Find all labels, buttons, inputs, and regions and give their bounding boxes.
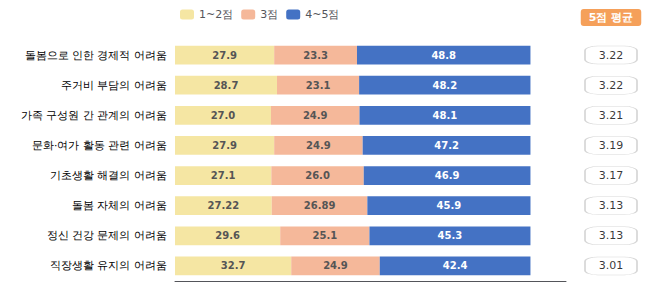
svg-text:48.2: 48.2: [432, 80, 457, 91]
svg-text:직장생활 유지의 어려움: 직장생활 유지의 어려움: [50, 259, 167, 272]
svg-text:29.6: 29.6: [215, 230, 240, 241]
svg-text:32.7: 32.7: [221, 260, 246, 271]
svg-text:24.9: 24.9: [306, 140, 331, 151]
svg-text:3.22: 3.22: [599, 49, 624, 62]
svg-text:28.7: 28.7: [214, 80, 239, 91]
svg-text:3.19: 3.19: [599, 139, 624, 152]
svg-text:27.9: 27.9: [212, 50, 237, 61]
svg-text:47.2: 47.2: [434, 140, 459, 151]
svg-text:주거비 부담의 어려움: 주거비 부담의 어려움: [61, 79, 167, 92]
svg-text:1~2점: 1~2점: [199, 8, 233, 21]
svg-text:27.9: 27.9: [212, 140, 237, 151]
svg-text:46.9: 46.9: [435, 170, 460, 181]
svg-text:3.22: 3.22: [599, 79, 624, 92]
svg-text:기초생활 해결의 어려움: 기초생활 해결의 어려움: [50, 169, 167, 182]
svg-text:24.9: 24.9: [323, 260, 348, 271]
svg-text:4~5점: 4~5점: [305, 8, 339, 21]
svg-text:5점 평균: 5점 평균: [589, 11, 633, 24]
svg-text:3.17: 3.17: [599, 169, 624, 182]
svg-text:정신 건강 문제의 어려움: 정신 건강 문제의 어려움: [47, 229, 168, 242]
svg-text:3.13: 3.13: [599, 229, 624, 242]
svg-text:돌봄으로 인한 경제적 어려움: 돌봄으로 인한 경제적 어려움: [25, 49, 168, 62]
svg-text:27.0: 27.0: [211, 110, 236, 121]
svg-text:26.89: 26.89: [304, 200, 336, 211]
svg-text:42.4: 42.4: [443, 260, 468, 271]
svg-text:문화·여가 활동 관련 어려움: 문화·여가 활동 관련 어려움: [32, 139, 167, 152]
svg-text:45.3: 45.3: [438, 230, 463, 241]
svg-text:27.1: 27.1: [211, 170, 236, 181]
svg-text:3.01: 3.01: [599, 259, 624, 272]
svg-text:23.1: 23.1: [306, 80, 331, 91]
svg-text:25.1: 25.1: [312, 230, 337, 241]
svg-text:27.22: 27.22: [208, 200, 240, 211]
svg-text:24.9: 24.9: [303, 110, 328, 121]
svg-text:3점: 3점: [260, 8, 278, 21]
svg-text:48.8: 48.8: [431, 50, 456, 61]
svg-text:3.13: 3.13: [599, 199, 624, 212]
svg-text:가족 구성원 간 관계의 어려움: 가족 구성원 간 관계의 어려움: [21, 109, 167, 122]
svg-text:26.0: 26.0: [305, 170, 330, 181]
svg-text:3.21: 3.21: [599, 109, 624, 122]
svg-text:45.9: 45.9: [437, 200, 462, 211]
svg-text:48.1: 48.1: [433, 110, 458, 121]
svg-text:23.3: 23.3: [303, 50, 328, 61]
svg-text:돌봄 자체의 어려움: 돌봄 자체의 어려움: [72, 199, 167, 212]
